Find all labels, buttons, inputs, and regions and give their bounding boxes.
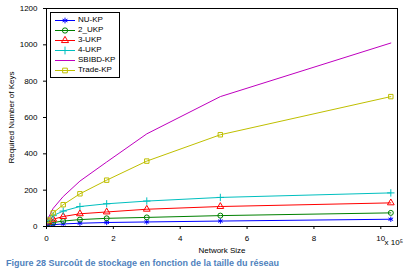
- svg-text:8: 8: [312, 234, 317, 243]
- html-text:NU-KP: NU-KP: [78, 15, 103, 24]
- svg-text:1000: 1000: [20, 40, 38, 49]
- svg-text:Network Size: Network Size: [198, 246, 246, 255]
- svg-text:1200: 1200: [20, 4, 38, 13]
- svg-text:4: 4: [178, 234, 183, 243]
- html-text:Figure 28 Surcoût de stockage: Figure 28 Surcoût de stockage en fonctio…: [6, 258, 280, 268]
- html-text:3-UKP: 3-UKP: [78, 35, 102, 44]
- svg-text:0: 0: [44, 234, 49, 243]
- svg-text:2: 2: [111, 234, 116, 243]
- html-text:SBIBD-KP: SBIBD-KP: [78, 55, 116, 64]
- svg-text:10: 10: [376, 234, 385, 243]
- svg-text:6: 6: [245, 234, 250, 243]
- svg-text:800: 800: [24, 77, 38, 86]
- svg-text:0: 0: [33, 222, 38, 231]
- html-text:4-UKP: 4-UKP: [78, 45, 102, 54]
- svg-text:200: 200: [24, 186, 38, 195]
- html-text:Trade-KP: Trade-KP: [78, 65, 112, 74]
- svg-text:400: 400: [24, 149, 38, 158]
- html-text:x 10⁵: x 10⁵: [384, 238, 403, 247]
- html-text:2_UKP: 2_UKP: [78, 25, 104, 34]
- svg-text:Required Number of Keys: Required Number of Keys: [7, 71, 16, 163]
- svg-text:600: 600: [24, 113, 38, 122]
